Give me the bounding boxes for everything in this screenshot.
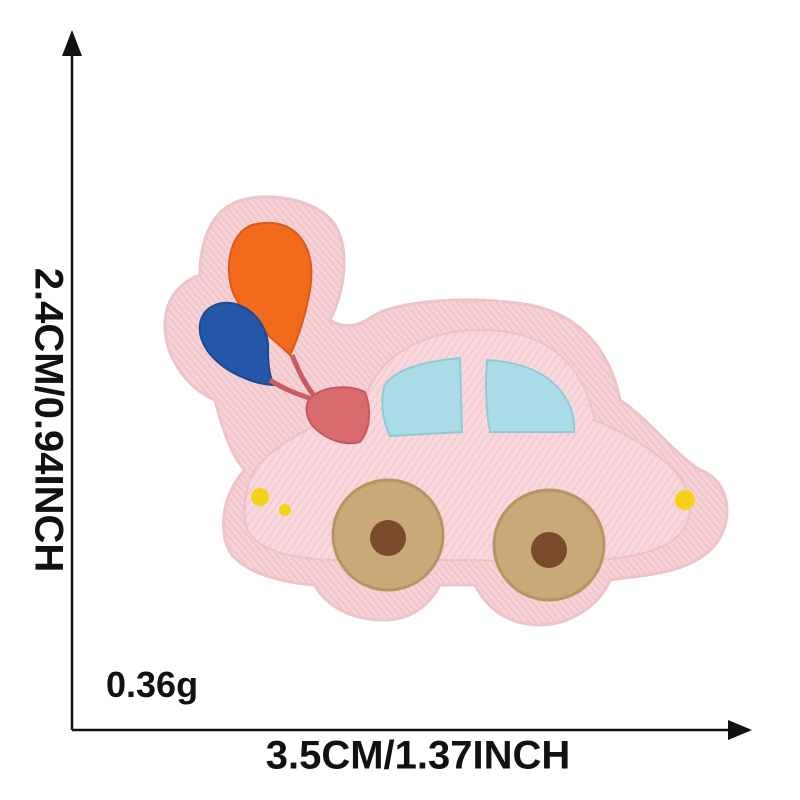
right-arrow-head-icon [728, 720, 752, 740]
rear-light [251, 488, 269, 506]
front-wheel [492, 488, 606, 602]
rear-light-2 [279, 504, 291, 516]
car-window-rear [485, 358, 576, 433]
orange-balloon [228, 221, 313, 357]
car-window-front [381, 356, 464, 438]
rear-wheel [331, 478, 445, 592]
height-dimension-label: 2.4CM/0.94INCH [26, 267, 71, 573]
weight-label: 0.36g [106, 664, 199, 705]
car-with-balloons-patch [163, 195, 729, 627]
up-arrow-head-icon [62, 30, 82, 56]
front-light [675, 490, 695, 510]
width-dimension-label: 3.5CM/1.37INCH [265, 733, 571, 778]
ribbon-bow [305, 386, 371, 445]
